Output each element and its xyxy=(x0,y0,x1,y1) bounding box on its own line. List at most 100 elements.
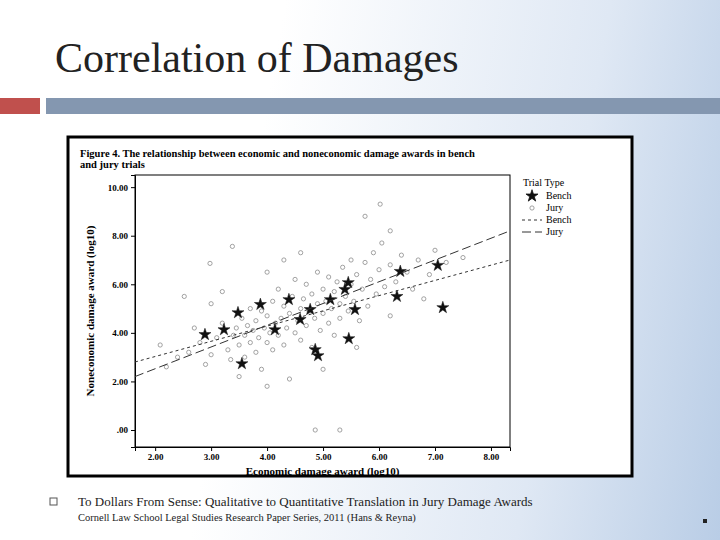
chart-title: and jury trials xyxy=(80,159,145,170)
tick-label: 2.00 xyxy=(112,377,128,387)
point xyxy=(271,299,275,303)
tick-label: 6.00 xyxy=(112,280,128,290)
point xyxy=(313,316,317,320)
point xyxy=(271,348,275,352)
point xyxy=(312,349,324,360)
y-axis: .002.004.006.008.0010.00 xyxy=(108,176,136,448)
axis-line xyxy=(131,176,136,448)
point xyxy=(304,323,308,327)
citation: To Dollars From Sense: Qualitative to Qu… xyxy=(78,494,533,509)
point xyxy=(254,350,258,354)
bullet xyxy=(50,498,57,505)
point xyxy=(208,261,212,265)
point xyxy=(352,299,356,303)
legend: Trial TypeBenchJuryBenchJury xyxy=(522,177,572,237)
point xyxy=(332,333,336,337)
point xyxy=(461,255,465,259)
slide: Correlation of DamagesFigure 4. The rela… xyxy=(0,0,720,540)
point xyxy=(254,298,266,309)
point xyxy=(299,306,303,310)
legend-label: Jury xyxy=(546,226,563,237)
tick-mark xyxy=(323,447,324,451)
point xyxy=(374,292,378,296)
tick-label: 3.00 xyxy=(204,452,220,462)
tick-label: 7.00 xyxy=(428,452,444,462)
point xyxy=(391,290,403,301)
accent-bar xyxy=(0,98,40,114)
tick-label: 4.00 xyxy=(112,328,128,338)
point xyxy=(265,340,269,344)
point xyxy=(327,321,331,325)
point xyxy=(203,362,207,366)
point xyxy=(383,285,387,289)
tick-label: 2.00 xyxy=(148,452,164,462)
point xyxy=(338,428,342,432)
point xyxy=(388,229,392,233)
point xyxy=(304,282,308,286)
legend-swatch xyxy=(522,220,542,221)
point xyxy=(259,309,263,313)
point xyxy=(363,214,367,218)
point xyxy=(234,326,238,330)
point xyxy=(416,258,420,262)
legend-label: Jury xyxy=(546,202,563,213)
point xyxy=(220,289,224,293)
point xyxy=(245,323,249,327)
point xyxy=(158,343,162,347)
tick-mark xyxy=(155,447,156,451)
tick-label: 4.00 xyxy=(260,452,276,462)
point xyxy=(218,323,230,334)
point xyxy=(192,326,196,330)
slide-marker xyxy=(703,519,707,523)
point xyxy=(378,202,382,206)
point xyxy=(175,355,179,359)
point xyxy=(377,268,381,272)
tick-mark xyxy=(211,447,212,451)
citation-source: Cornell Law School Legal Studies Researc… xyxy=(78,512,416,524)
point xyxy=(341,265,345,269)
point xyxy=(226,348,230,352)
point xyxy=(232,306,244,317)
point xyxy=(357,319,361,323)
legend-label: Bench xyxy=(546,214,572,225)
tick: 4.00 xyxy=(112,328,135,338)
legend-swatch xyxy=(530,206,534,210)
tick: 8.00 xyxy=(112,231,135,241)
y-axis-title: Noneconomic damage award (log10) xyxy=(84,225,97,396)
tick: 10.00 xyxy=(108,183,135,193)
plot-frame xyxy=(135,175,510,447)
point xyxy=(444,260,448,264)
tick: 6.00 xyxy=(112,280,135,290)
point xyxy=(369,277,373,281)
point xyxy=(276,287,280,291)
point xyxy=(355,345,359,349)
point xyxy=(366,304,370,308)
point xyxy=(187,350,191,354)
tick: 2.00 xyxy=(148,447,164,462)
point xyxy=(433,248,437,252)
point xyxy=(313,428,317,432)
tick: 4.00 xyxy=(260,447,276,462)
slide-title: Correlation of Damages xyxy=(55,35,459,81)
point xyxy=(287,377,291,381)
point xyxy=(230,244,234,248)
fit-line xyxy=(135,260,510,362)
point xyxy=(327,275,331,279)
tick: 3.00 xyxy=(204,447,220,462)
point xyxy=(257,336,261,340)
point xyxy=(315,270,319,274)
point xyxy=(237,343,241,347)
point xyxy=(427,272,431,276)
axis-line xyxy=(136,448,511,452)
x-axis-title: Economic damage award (log10) xyxy=(246,465,400,478)
tick: 6.00 xyxy=(372,447,388,462)
point xyxy=(363,260,367,264)
tick-label: 5.00 xyxy=(316,452,332,462)
point xyxy=(265,270,269,274)
point xyxy=(259,367,263,371)
point xyxy=(371,251,375,255)
plot-marks xyxy=(135,202,510,432)
point xyxy=(332,289,336,293)
point xyxy=(301,297,305,301)
tick: 7.00 xyxy=(428,447,444,462)
